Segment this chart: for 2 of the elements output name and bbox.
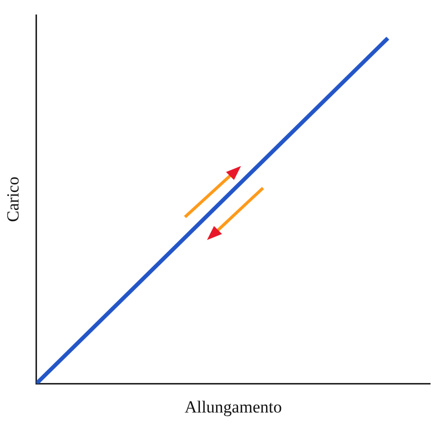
x-axis-title: Allungamento [184,397,282,416]
y-axis-title: Carico [4,176,23,222]
